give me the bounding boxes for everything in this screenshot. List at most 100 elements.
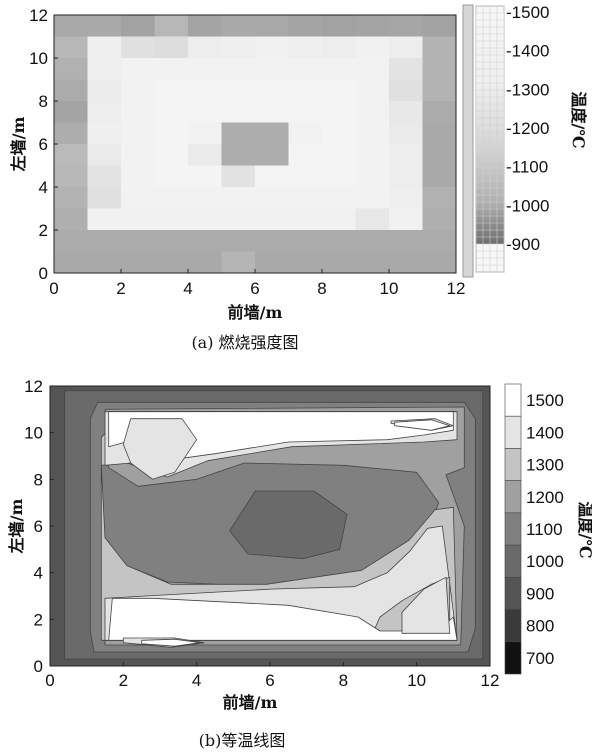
heatmap-cell: [288, 15, 323, 37]
colorbar-tick-label: -1100: [506, 158, 548, 177]
colorbar-tick-label: -1200: [506, 119, 549, 138]
colorbar-tick-label: 1200: [526, 488, 564, 507]
y-tick-label: 4: [39, 178, 48, 197]
heatmap-cell: [255, 36, 289, 59]
heatmap-cell: [389, 15, 423, 37]
heatmap-cell: [54, 79, 88, 102]
colorbar-tick-label: -1000: [506, 196, 549, 215]
heatmap-cell: [54, 122, 88, 145]
heatmap-cell: [355, 165, 390, 188]
x-tick-label: 0: [45, 671, 54, 690]
contour-region: [108, 597, 458, 641]
y-tick-label: 6: [34, 517, 43, 536]
y-tick-label: 12: [24, 377, 43, 396]
heatmap-cell: [87, 165, 122, 188]
heatmap-cell: [154, 187, 189, 209]
heatmap-cell: [355, 187, 390, 209]
x-axis-label: 前墙/m: [223, 693, 278, 712]
heatmap-cell: [87, 251, 122, 274]
heatmap-cell: [322, 165, 356, 188]
heatmap-cell: [221, 15, 256, 37]
chart-a: 0 2 4 6 8 10 12 0 2 4 6 8 10 12 -900 -1000 -1100 -1200 -1…: [9, 3, 588, 352]
heatmap-cell: [288, 230, 323, 252]
heatmap-cell: [255, 230, 289, 252]
y-tick-label: 2: [34, 610, 43, 629]
x-tick-label: 10: [407, 671, 426, 690]
heatmap-cell: [54, 251, 88, 274]
heatmap-cell: [54, 187, 88, 209]
heatmap-cell: [87, 15, 122, 37]
colorbar-tick-label: 1400: [526, 423, 564, 442]
heatmap-cell: [255, 101, 289, 123]
heatmap-cell: [221, 208, 256, 231]
heatmap-cell: [221, 122, 256, 145]
heatmap-cell: [422, 187, 457, 209]
heatmap-cell: [288, 251, 323, 274]
heatmap-cell: [255, 58, 289, 80]
colorbar-tick-label: 700: [526, 649, 554, 668]
heatmap-cell: [121, 251, 155, 274]
heatmap-cell: [288, 122, 323, 145]
heatmap-cell: [188, 36, 222, 59]
x-tick-label: 8: [317, 279, 326, 298]
heatmap-cell: [121, 187, 155, 209]
heatmap-cell: [54, 230, 88, 252]
colorbar-swatch: [504, 609, 522, 643]
axis-ticks: 0 2 4 6 8 10 12 0 2 4 6 8 10 12: [24, 377, 499, 690]
heatmap-cell: [255, 144, 289, 166]
heatmap-cell: [54, 101, 88, 123]
heatmap-cell: [422, 122, 457, 145]
x-tick-label: 2: [119, 671, 128, 690]
heatmap-cell: [87, 101, 122, 123]
heatmap-cell: [188, 187, 222, 209]
colorbar-separator: [462, 4, 474, 278]
heatmap-cell: [355, 79, 390, 102]
heatmap-cell: [389, 230, 423, 252]
colorbar-tick-label: 1000: [526, 552, 564, 571]
heatmap-cell: [322, 251, 356, 274]
heatmap-cell: [121, 36, 155, 59]
heatmap-cell: [188, 122, 222, 145]
heatmap-cell: [121, 122, 155, 145]
heatmap-cell: [154, 79, 189, 102]
colorbar-swatch: [504, 577, 522, 610]
x-tick-label: 0: [49, 279, 58, 298]
heatmap-cell: [54, 165, 88, 188]
heatmap-cell: [54, 58, 88, 80]
colorbar-swatch: [504, 544, 522, 578]
heatmap-cell: [255, 79, 289, 102]
x-axis-label: 前墙/m: [228, 303, 283, 322]
colorbar-swatch: [504, 480, 522, 514]
heatmap-cell: [389, 208, 423, 231]
heatmap-cell: [389, 58, 423, 80]
heatmap-cell: [422, 230, 457, 252]
heatmap-cells: [54, 15, 457, 274]
heatmap-cell: [54, 36, 88, 59]
heatmap-cell: [121, 101, 155, 123]
y-tick-label: 4: [34, 564, 43, 583]
heatmap-cell: [87, 187, 122, 209]
colorbar-tick-label: -1300: [506, 80, 549, 99]
heatmap-cell: [188, 101, 222, 123]
heatmap-cell: [121, 144, 155, 166]
y-tick-label: 8: [39, 92, 48, 111]
heatmap-cell: [255, 15, 289, 37]
contour-region: [141, 638, 201, 647]
y-tick-label: 10: [29, 49, 48, 68]
heatmap-cell: [288, 101, 323, 123]
heatmap-cell: [87, 208, 122, 231]
heatmap-cell: [322, 15, 356, 37]
colorbar-swatch: [504, 641, 522, 675]
colorbar: -900 -1000 -1100 -1200 -1300 -1400 -1500: [462, 3, 549, 278]
heatmap-cell: [422, 251, 457, 274]
heatmap-cell: [221, 36, 256, 59]
heatmap-cell: [389, 79, 423, 102]
y-tick-label: 0: [39, 264, 48, 283]
heatmap-cell: [221, 101, 256, 123]
axis-ticks: 0 2 4 6 8 10 12 0 2 4 6 8 10 12: [29, 6, 465, 298]
contour-region: [394, 419, 451, 431]
heatmap-cell: [389, 122, 423, 145]
heatmap-cell: [188, 251, 222, 274]
heatmap-cell: [154, 230, 189, 252]
heatmap-cell: [121, 58, 155, 80]
